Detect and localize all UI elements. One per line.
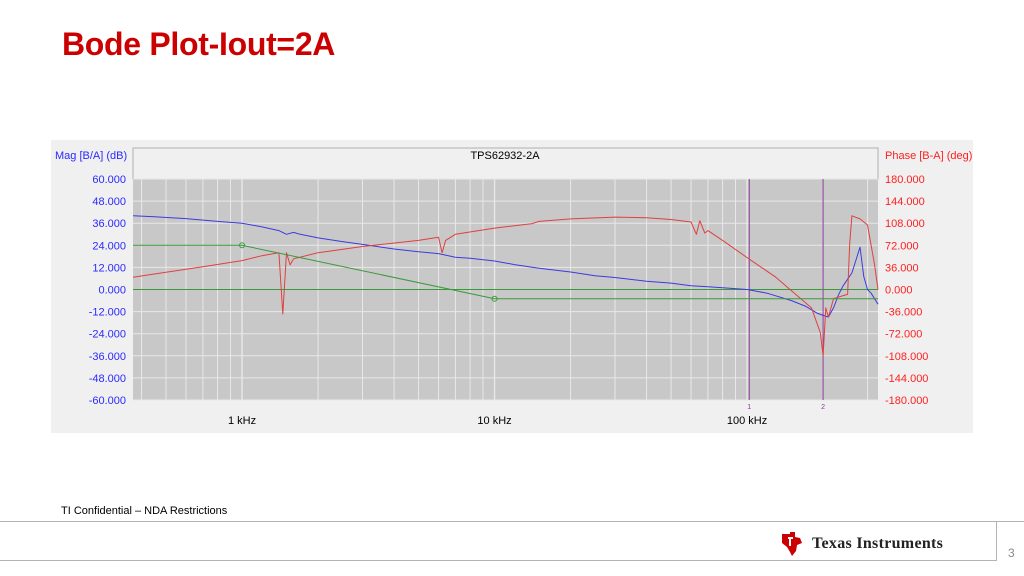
right-tick-label: 108.000 (885, 218, 925, 230)
right-tick-label: -108.000 (885, 351, 928, 363)
right-tick-label: -72.000 (885, 329, 922, 341)
left-tick-label: -48.000 (89, 373, 126, 385)
footer-divider (0, 521, 1024, 522)
left-tick-label: -36.000 (89, 351, 126, 363)
footer-bottom-line (0, 560, 996, 561)
left-tick-label: 24.000 (92, 240, 126, 252)
x-tick-label: 100 kHz (727, 415, 767, 427)
right-tick-label: 144.000 (885, 196, 925, 208)
left-tick-label: -60.000 (89, 395, 126, 407)
right-tick-label: -144.000 (885, 373, 928, 385)
bode-plot-svg: TPS62932-2A Mag [B/A] (dB) Phase [B-A] (… (55, 147, 972, 427)
left-tick-label: 36.000 (92, 218, 126, 230)
left-tick-label: 60.000 (92, 174, 126, 186)
right-tick-label: -180.000 (885, 395, 928, 407)
right-tick-label: 0.000 (885, 285, 913, 297)
reference-point (491, 295, 498, 302)
left-tick-label: 0.000 (98, 285, 126, 297)
right-tick-label: 72.000 (885, 240, 919, 252)
cursor-label: 2 (821, 404, 825, 411)
left-tick-label: 12.000 (92, 262, 126, 274)
x-tick-label: 1 kHz (228, 415, 256, 427)
cursor-label: 1 (747, 404, 751, 411)
ti-wordmark-text: Texas Instruments (812, 535, 944, 552)
reference-point (239, 242, 246, 249)
chart-title-bar (132, 147, 879, 180)
left-axis-ticks: 60.000 48.000 36.000 24.000 12.000 0.000 -12.0… (89, 174, 126, 407)
series (132, 215, 879, 357)
footer-note: TI Confidential – NDA Restrictions (61, 505, 228, 517)
right-tick-label: 36.000 (885, 262, 919, 274)
chart-title: TPS62932-2A (470, 150, 540, 162)
slide-title: Bode Plot-Iout=2A (62, 26, 336, 62)
phase-series-line (132, 215, 879, 357)
ti-wordmark: Texas Instruments (812, 535, 943, 553)
magnitude-series-line (132, 215, 879, 318)
right-axis-label: Phase [B-A] (deg) (885, 150, 972, 162)
left-tick-label: 48.000 (92, 196, 126, 208)
left-tick-label: -24.000 (89, 329, 126, 341)
bode-plot: TPS62932-2A Mag [B/A] (dB) Phase [B-A] (… (51, 140, 973, 433)
left-axis-label: Mag [B/A] (dB) (55, 150, 127, 162)
page-number: 3 (1008, 546, 1015, 560)
right-tick-label: -36.000 (885, 307, 922, 319)
right-tick-label: 180.000 (885, 174, 925, 186)
reference_magnitude-series-line (133, 244, 878, 300)
right-axis-ticks: 180.000 144.000 108.000 72.000 36.000 0.000 -3… (885, 174, 928, 407)
ti-logo-icon (782, 532, 802, 556)
x-tick-label: 10 kHz (477, 415, 511, 427)
left-tick-label: -12.000 (89, 307, 126, 319)
footer-vertical-divider (996, 521, 997, 561)
x-axis-ticks: 1 kHz 10 kHz 100 kHz (228, 415, 767, 427)
